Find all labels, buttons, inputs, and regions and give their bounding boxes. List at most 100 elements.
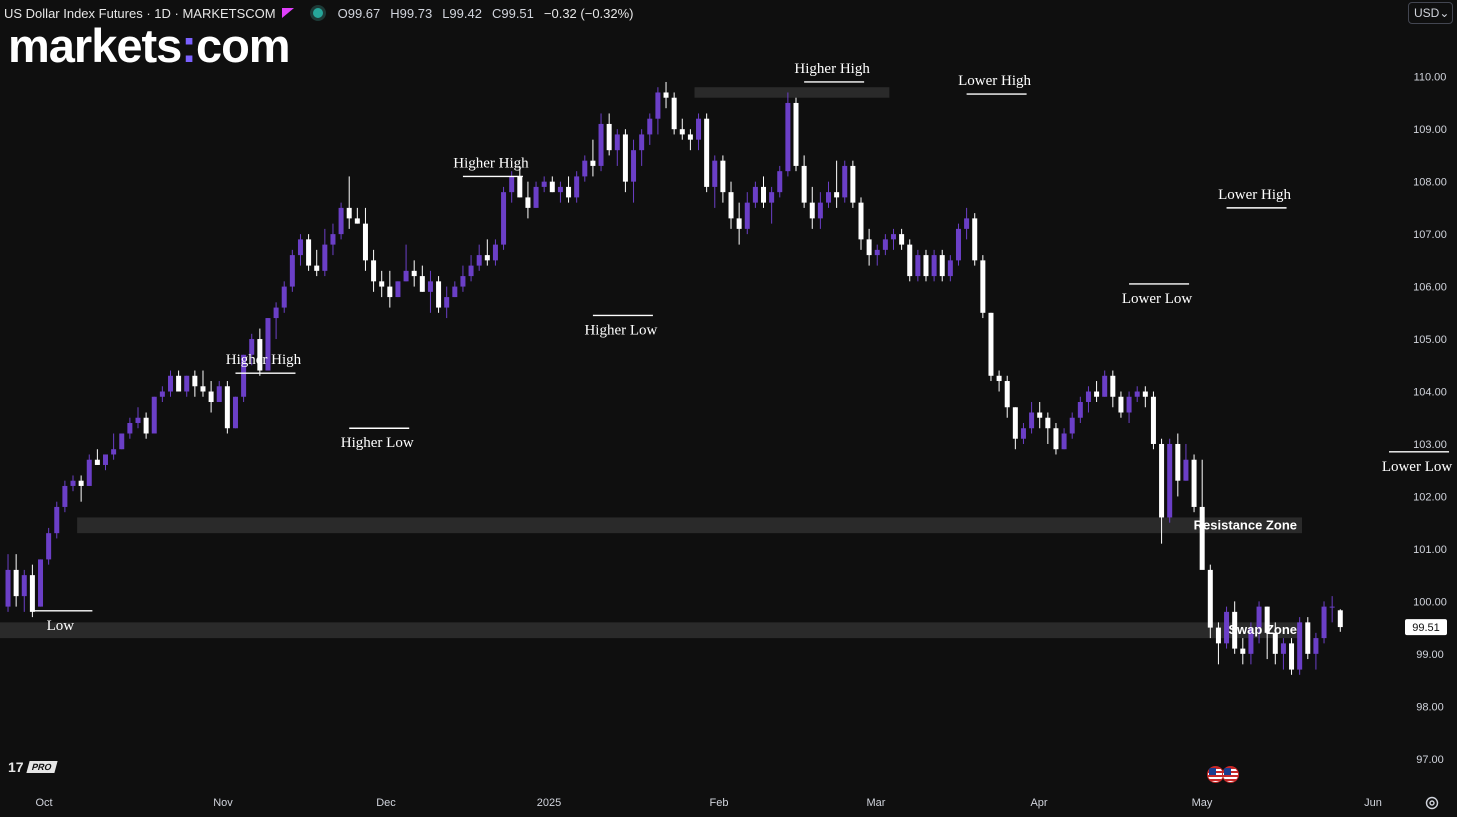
zone-label: Swap Zone: [1228, 622, 1297, 637]
candle-body: [1297, 622, 1303, 670]
candle-body: [38, 559, 44, 607]
candle-body: [964, 218, 970, 229]
candle-body: [151, 396, 157, 434]
candle-body: [143, 417, 149, 434]
candle-body: [1020, 428, 1026, 439]
candle-body: [241, 354, 247, 397]
chevron-down-icon: ⌄: [1439, 6, 1450, 20]
candle-body: [907, 244, 913, 277]
candle-body: [5, 569, 11, 607]
candle-body: [1167, 443, 1173, 518]
candle-body: [890, 234, 896, 240]
candle-body: [362, 223, 368, 261]
candle-body: [1175, 443, 1181, 481]
candle-body: [752, 186, 758, 203]
candle-body: [866, 239, 872, 256]
brand-dot-icon: :: [181, 19, 197, 72]
candle-body: [980, 260, 986, 313]
currency-label: USD: [1414, 6, 1440, 20]
swing-label: Higher High: [453, 155, 529, 171]
candle-body: [1053, 428, 1059, 450]
zone-band: [77, 517, 1303, 534]
candle-body: [70, 480, 76, 486]
y-tick-label: 110.00: [1414, 72, 1447, 84]
candle-body: [395, 281, 401, 298]
candle-body: [598, 123, 604, 166]
candle-body: [1150, 396, 1156, 444]
symbol-title[interactable]: US Dollar Index Futures · 1D · MARKETSCO…: [4, 5, 276, 21]
candle-body: [232, 396, 238, 429]
candle-body: [1329, 606, 1335, 608]
candle-body: [1004, 381, 1010, 408]
candle-body: [947, 260, 953, 277]
candle-body: [54, 506, 60, 534]
last-price-tag: [1405, 619, 1447, 636]
candle-body: [655, 92, 661, 119]
currency-select[interactable]: USD ⌄: [1408, 2, 1453, 24]
candle-body: [761, 186, 767, 203]
candle-body: [1305, 622, 1311, 654]
candle-body: [1256, 606, 1262, 628]
candle-body: [289, 255, 295, 287]
us-flag-icon[interactable]: [1222, 766, 1239, 783]
candle-body: [622, 134, 628, 182]
candle-body: [679, 129, 685, 135]
candle-body: [1037, 412, 1043, 418]
candle-body: [939, 255, 945, 277]
candle-body: [103, 454, 109, 465]
low-value: L99.42: [442, 5, 482, 21]
candle-body: [606, 123, 612, 151]
candle-body: [1126, 396, 1132, 413]
y-tick-label: 102.00: [1413, 491, 1447, 503]
candle-body: [273, 307, 279, 319]
candle-body: [1264, 606, 1270, 633]
candle-body: [135, 417, 141, 423]
swing-label: Lower High: [958, 73, 1031, 89]
y-tick-label: 100.00: [1413, 596, 1447, 608]
pro-badge: PRO: [25, 761, 57, 773]
candle-body: [1159, 443, 1165, 518]
candle-body: [159, 391, 165, 397]
x-tick-label: Dec: [376, 797, 396, 809]
candle-body: [639, 134, 645, 151]
candle-body: [663, 92, 669, 98]
flag-icon[interactable]: [281, 7, 294, 19]
candle-body: [972, 218, 978, 261]
candle-body: [1029, 412, 1035, 429]
symbol-header: US Dollar Index Futures · 1D · MARKETSCO…: [4, 3, 638, 23]
y-tick-label: 98.00: [1416, 701, 1444, 713]
candle-body: [1183, 459, 1189, 481]
candle-body: [915, 255, 921, 277]
x-tick-label: Mar: [867, 797, 886, 809]
candle-body: [842, 165, 848, 198]
candle-body: [484, 255, 490, 261]
y-tick-label: 99.00: [1416, 649, 1444, 661]
candle-body: [1321, 606, 1327, 639]
x-tick-label: Apr: [1030, 797, 1047, 809]
swing-label: Low: [47, 618, 75, 634]
candle-body: [1061, 433, 1067, 450]
candle-body: [1118, 396, 1124, 413]
candle-body: [411, 270, 417, 277]
settings-gear-icon[interactable]: [1424, 795, 1440, 811]
candle-body: [728, 192, 734, 219]
x-tick-label: Nov: [213, 797, 233, 809]
brand-name-left: markets: [8, 19, 182, 72]
candle-body: [631, 150, 637, 182]
candle-body: [314, 265, 320, 271]
candle-body: [257, 339, 263, 371]
candle-body: [1215, 627, 1221, 644]
zone-label: Resistance Zone: [1194, 517, 1297, 532]
candle-body: [1313, 638, 1319, 654]
candle-body: [306, 239, 312, 266]
candle-body: [517, 176, 523, 198]
candle-body: [1134, 391, 1140, 397]
candle-body: [1077, 402, 1083, 418]
candle-body: [858, 202, 864, 240]
brand-name-right: com: [195, 19, 291, 72]
candle-body: [1045, 417, 1051, 429]
candle-body: [167, 375, 173, 392]
candle-body: [1110, 375, 1116, 397]
y-tick-label: 106.00: [1413, 282, 1447, 294]
